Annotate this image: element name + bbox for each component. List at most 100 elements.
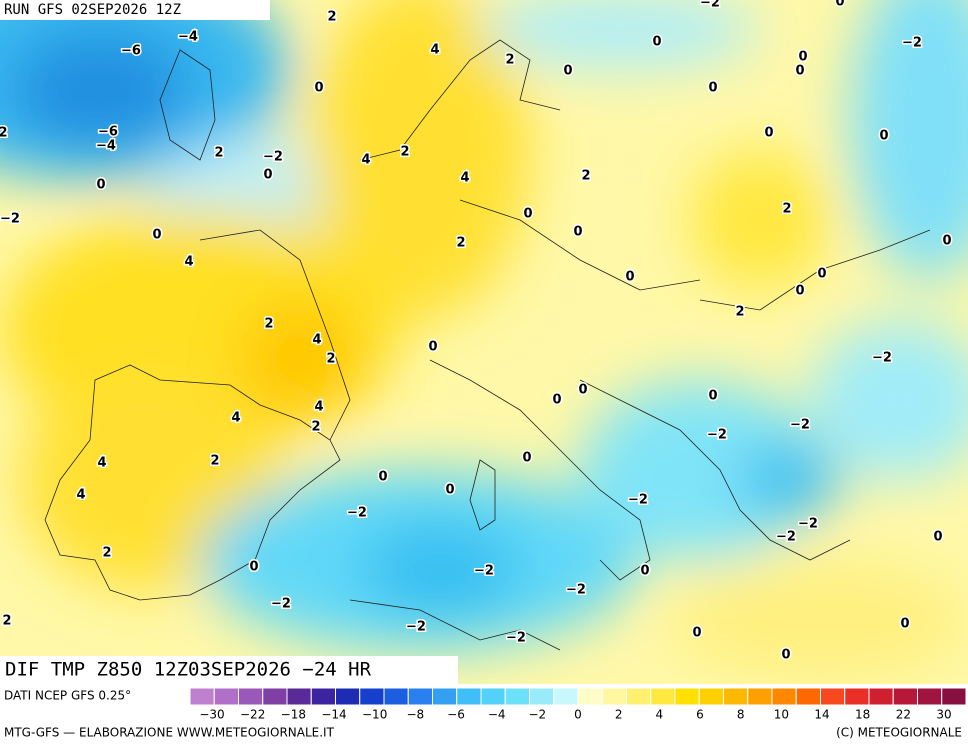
colorbar-swatch [189,687,215,706]
contour-label: 2 [782,202,791,217]
colorbar-label: −10 [362,708,387,722]
contour-label: 2 [505,53,514,68]
contour-label: 0 [795,64,804,79]
contour-label: 0 [798,50,807,65]
contour-label: −4 [178,30,198,45]
contour-label: 2 [326,352,335,367]
colorbar-label: −18 [281,708,306,722]
contour-label: −2 [506,631,526,646]
colorbar-swatch [601,687,627,706]
colorbar-swatch [723,687,749,706]
contour-label: −2 [271,597,291,612]
contour-label: 4 [460,171,469,186]
contour-label: 0 [781,648,790,663]
contour-label: 0 [563,64,572,79]
contour-label: 2 [400,145,409,160]
colorbar-swatch [504,687,530,706]
colorbar-swatch [310,687,336,706]
contour-label: 0 [522,451,531,466]
contour-label: −2 [474,564,494,579]
footer-left: MTG-GFS — ELABORAZIONE WWW.METEOGIORNALE… [4,726,335,740]
contour-label: 0 [578,383,587,398]
contour-label: 0 [692,626,701,641]
colorbar-swatch [577,687,603,706]
contour-label: 4 [312,333,321,348]
colorbar-swatch [917,687,943,706]
contour-label: 0 [523,207,532,222]
colorbar-label: −30 [199,708,224,722]
colorbar-swatch [650,687,676,706]
colorbar-swatch [238,687,264,706]
colorbar-swatch [892,687,918,706]
contour-label: 0 [835,0,844,10]
colorbar-swatch [941,687,967,706]
contour-label: −2 [902,36,922,51]
colorbar-label: 18 [855,708,870,722]
contour-label: −2 [872,351,892,366]
contour-label: −2 [790,418,810,433]
contour-label: 2 [735,305,744,320]
contour-label: 4 [430,43,439,58]
contour-label: 0 [573,225,582,240]
contour-label: −6 [121,44,141,59]
contour-label: 4 [184,255,193,270]
colorbar-swatch [674,687,700,706]
contour-label: 0 [764,126,773,141]
contour-label: −2 [707,428,727,443]
map-title: DIF TMP Z850 12Z03SEP2026 −24 HR [5,659,372,681]
run-label: RUN GFS 02SEP2026 12Z [4,2,181,18]
contour-label: 2 [214,146,223,161]
colorbar-swatch [359,687,385,706]
contour-label: 2 [311,420,320,435]
contour-label: 4 [76,488,85,503]
contour-label: 2 [102,546,111,561]
contour-label: 2 [0,126,8,141]
contour-label: 4 [97,456,106,471]
colorbar-swatch [771,687,797,706]
contour-label: −2 [798,517,818,532]
contour-label: 0 [378,470,387,485]
colorbar-label: 10 [774,708,789,722]
colorbar-swatch [286,687,312,706]
contour-label: 0 [933,530,942,545]
contour-label: 0 [900,617,909,632]
colorbar-swatch [432,687,458,706]
footer-right: (C) METEOGIORNALE [836,726,962,740]
contour-label: −2 [776,530,796,545]
colorbar-swatch [262,687,288,706]
contour-label: 0 [249,560,258,575]
contour-label: 2 [456,236,465,251]
colorbar-swatch [213,687,239,706]
colorbar-label: −2 [528,708,546,722]
contour-label: 0 [708,389,717,404]
colorbar-label: 2 [615,708,623,722]
colorbar-swatch [407,687,433,706]
coastlines [44,39,931,651]
colorbar-label: −6 [447,708,465,722]
contour-label: 2 [581,169,590,184]
contour-label: 4 [314,400,323,415]
colorbar-label: −22 [240,708,265,722]
contour-label: 0 [96,178,105,193]
contour-label: 0 [795,284,804,299]
contour-label: −2 [406,620,426,635]
contour-label: −2 [0,212,20,227]
colorbar-swatch [383,687,409,706]
colorbar-swatch [844,687,870,706]
colorbar-label: −4 [488,708,506,722]
colorbar-label: 30 [936,708,951,722]
colorbar-label: 8 [737,708,745,722]
contour-label: 0 [652,35,661,50]
contour-label: 0 [879,129,888,144]
contour-label: 0 [428,340,437,355]
contour-label: −4 [96,139,116,154]
header-box [0,0,270,20]
colorbar-label: −8 [406,708,424,722]
contour-label: −2 [700,0,720,11]
colorbar-label: 0 [574,708,582,722]
contour-label: 0 [263,168,272,183]
colorbar-swatch [335,687,361,706]
colorbar-label: −14 [321,708,346,722]
